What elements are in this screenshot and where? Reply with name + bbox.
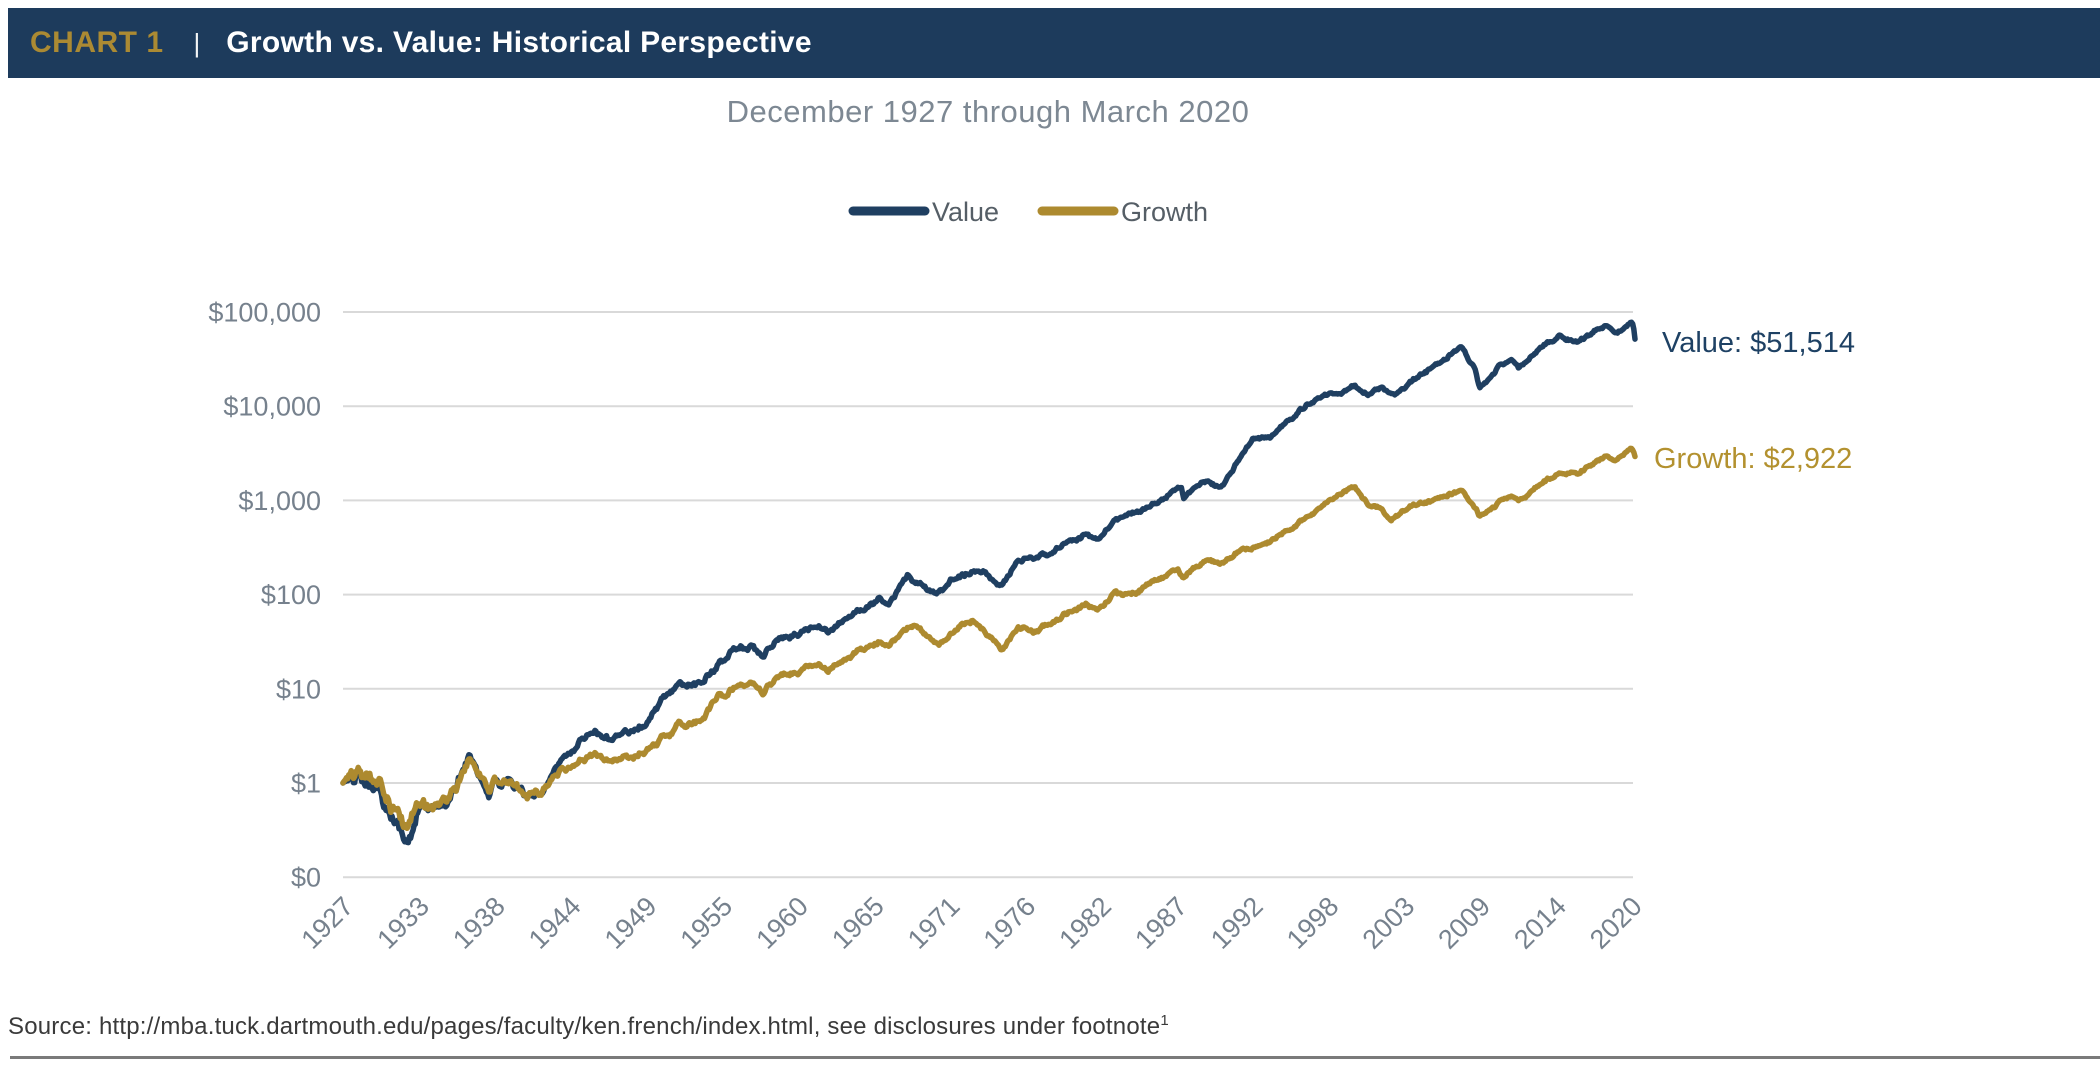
source-note: Source: http://mba.tuck.dartmouth.edu/pa… — [8, 1012, 1169, 1041]
header-separator: | — [193, 27, 201, 58]
chart-subtitle: December 1927 through March 2020 — [727, 94, 1250, 129]
x-axis-tick-label: 1927 — [296, 891, 360, 955]
footnote-marker: 1 — [1160, 1012, 1169, 1029]
x-axis-tick-label: 1933 — [371, 891, 435, 955]
legend-value-label: Value — [932, 197, 999, 227]
x-axis-tick-label: 1976 — [978, 891, 1042, 955]
x-axis-tick-label: 2009 — [1432, 891, 1496, 955]
x-axis-tick-label: 1960 — [750, 891, 814, 955]
header-bar: CHART 1 | Growth vs. Value: Historical P… — [8, 8, 2100, 78]
y-axis-tick-label: $100,000 — [208, 298, 321, 328]
x-axis-tick-label: 1955 — [675, 891, 739, 955]
gridlines — [343, 311, 1633, 879]
x-axis-tick-label: 1938 — [447, 891, 511, 955]
x-axis-tick-label: 1982 — [1053, 891, 1117, 955]
x-axis-tick-label: 1992 — [1205, 891, 1269, 955]
legend-growth-label: Growth — [1121, 197, 1208, 227]
x-axis-tick-label: 1971 — [902, 891, 966, 955]
growth-line — [340, 445, 1638, 832]
y-axis-tick-label: $10,000 — [223, 392, 321, 422]
bottom-divider — [10, 1056, 2100, 1059]
x-axis-tick-label: 1965 — [826, 891, 890, 955]
y-axis-tick-label: $10 — [276, 674, 321, 704]
growth-end-label: Growth: $2,922 — [1654, 443, 1852, 475]
x-axis-tick-label: 1987 — [1129, 891, 1193, 955]
y-axis-labels: $0 $1 $10 $100 $1,000 $10,000 $100,000 — [208, 298, 321, 893]
legend: Value Growth — [848, 197, 1208, 227]
chart-number-label: CHART 1 — [30, 26, 164, 59]
chart-canvas: December 1927 through March 2020 Value G… — [208, 94, 1855, 955]
x-axis-tick-label: 1944 — [523, 891, 587, 955]
y-axis-tick-label: $1 — [291, 769, 321, 799]
header-title: Growth vs. Value: Historical Perspective — [226, 26, 812, 59]
source-text: Source: http://mba.tuck.dartmouth.edu/pa… — [8, 1013, 1161, 1040]
x-axis-tick-label: 2020 — [1584, 891, 1648, 955]
x-axis-tick-label: 2003 — [1357, 891, 1421, 955]
value-line — [340, 319, 1638, 846]
x-axis-tick-label: 1998 — [1281, 891, 1345, 955]
y-axis-tick-label: $100 — [261, 580, 321, 610]
x-axis-labels: 1927 1933 1938 1944 1949 1955 1960 1965 1971 1976… — [296, 891, 1648, 955]
y-axis-tick-label: $0 — [291, 863, 321, 893]
x-axis-tick-label: 1949 — [599, 891, 663, 955]
value-end-label: Value: $51,514 — [1662, 327, 1855, 359]
x-axis-tick-label: 2014 — [1508, 891, 1572, 955]
y-axis-tick-label: $1,000 — [238, 486, 321, 516]
